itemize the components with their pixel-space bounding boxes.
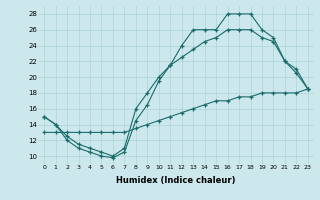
X-axis label: Humidex (Indice chaleur): Humidex (Indice chaleur) (116, 176, 236, 185)
